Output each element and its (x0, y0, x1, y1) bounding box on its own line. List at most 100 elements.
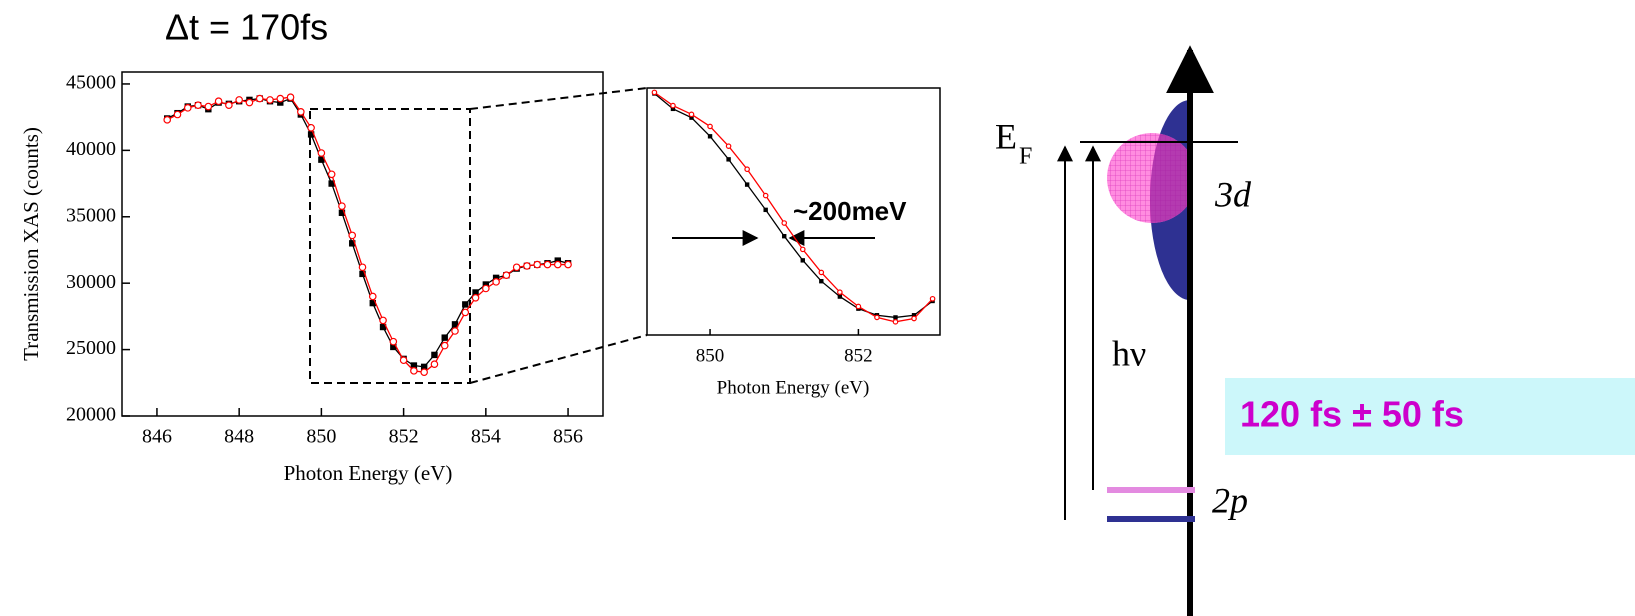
data-point (317, 149, 326, 157)
x-tick-label: 846 (142, 426, 172, 448)
data-point (183, 104, 192, 112)
x-tick-label: 852 (844, 345, 873, 366)
data-point (235, 96, 243, 104)
x-axis-label: Photon Energy (eV) (284, 461, 453, 485)
data-point (725, 143, 732, 149)
data-point (307, 131, 315, 138)
data-point (782, 234, 787, 239)
y-tick-label: 20000 (66, 404, 116, 426)
zoom-connector (469, 87, 648, 110)
data-point (318, 156, 325, 163)
data-point (482, 284, 490, 293)
y-tick-label: 30000 (66, 271, 116, 293)
x-tick-label: 856 (553, 426, 583, 448)
lifetime-box (1225, 378, 1635, 455)
fermi-subscript: F (1019, 144, 1032, 170)
zoom-connector (469, 334, 648, 384)
overlap-region (1150, 133, 1190, 223)
x-tick-label: 848 (224, 426, 254, 448)
data-point (726, 157, 731, 162)
data-point (651, 89, 658, 96)
data-point (255, 94, 264, 103)
data-point (390, 343, 397, 351)
data-point (744, 166, 750, 173)
data-point (670, 102, 676, 109)
data-point (307, 123, 315, 132)
x-tick-label: 854 (471, 426, 501, 448)
data-point (338, 209, 346, 216)
data-point (277, 99, 284, 106)
annotation: ~200meV (793, 196, 907, 226)
data-point (173, 110, 182, 119)
data-point (359, 270, 366, 278)
data-point (472, 289, 479, 296)
x-tick-label: 850 (306, 426, 336, 448)
x-tick-label: 852 (389, 426, 419, 448)
data-point (553, 260, 562, 269)
data-point (410, 362, 418, 369)
data-point (799, 246, 806, 253)
plot-frame (646, 87, 941, 336)
band-label: 3d (1214, 174, 1252, 214)
data-point (379, 316, 387, 325)
data-point (911, 313, 917, 318)
data-point (204, 102, 213, 111)
inset-x-axis-label: Photon Energy (eV) (717, 377, 870, 398)
data-point (688, 111, 695, 118)
data-point (492, 278, 500, 286)
data-point (892, 319, 899, 325)
data-point (781, 220, 788, 226)
data-point (911, 315, 917, 322)
data-point (461, 308, 470, 317)
data-point (328, 180, 335, 187)
fermi-label: E (995, 116, 1017, 156)
data-point (482, 281, 490, 288)
data-point (707, 123, 713, 130)
data-point (163, 116, 172, 124)
y-axis-label: Transmission XAS (counts) (19, 127, 43, 361)
photon-label: hν (1112, 333, 1146, 373)
data-point (431, 351, 438, 359)
data-point (379, 323, 387, 331)
series-line (654, 92, 933, 319)
y-tick-label: 35000 (66, 204, 116, 226)
data-point (819, 279, 824, 284)
data-point (266, 96, 274, 104)
series-line (654, 91, 934, 323)
x-tick-label: 850 (696, 345, 725, 366)
data-point (368, 292, 377, 301)
data-point (420, 363, 428, 371)
data-point (689, 115, 694, 120)
data-point (564, 260, 572, 269)
data-point (338, 202, 346, 210)
data-point (502, 271, 511, 280)
plot-frame (121, 71, 604, 417)
data-point (440, 341, 449, 350)
data-point (194, 101, 202, 110)
data-point (533, 260, 542, 269)
data-point (543, 260, 552, 269)
data-point (369, 299, 376, 307)
data-point (420, 368, 428, 376)
data-point (348, 231, 357, 240)
y-tick-label: 25000 (66, 337, 116, 359)
data-point (286, 93, 295, 102)
data-point (327, 170, 336, 179)
data-point (441, 334, 448, 341)
data-point (389, 337, 398, 346)
lifetime-label: 120 fs ± 50 fs (1240, 394, 1464, 435)
data-point (707, 134, 713, 139)
data-point (512, 263, 521, 272)
core-label: 2p (1212, 480, 1248, 520)
data-point (349, 240, 356, 247)
y-tick-label: 40000 (66, 138, 116, 160)
data-point (430, 360, 439, 369)
data-point (670, 106, 676, 112)
data-point (471, 293, 480, 302)
data-point (818, 269, 825, 276)
band-shapes (1107, 100, 1190, 300)
data-point (276, 94, 285, 103)
data-point (855, 303, 862, 310)
